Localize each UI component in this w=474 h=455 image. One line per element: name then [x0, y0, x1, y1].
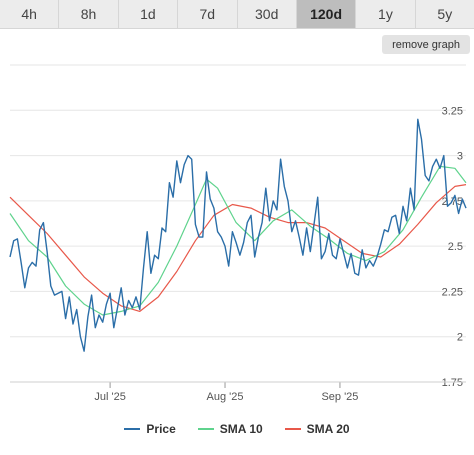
chart-legend: Price SMA 10 SMA 20: [0, 419, 474, 439]
tab-7d[interactable]: 7d: [178, 0, 238, 28]
legend-swatch-sma20: [284, 428, 301, 430]
remove-graph-button[interactable]: remove graph: [382, 35, 470, 54]
y-tick-label: 3.25: [442, 105, 463, 117]
y-tick-label: 2: [457, 332, 463, 344]
legend-item-price[interactable]: Price: [124, 422, 176, 436]
legend-item-sma20[interactable]: SMA 20: [284, 422, 350, 436]
legend-swatch-price: [124, 428, 141, 430]
y-tick-label: 1.75: [442, 377, 463, 389]
sma-10-line: [9, 165, 467, 316]
tab-120d[interactable]: 120d: [296, 0, 357, 28]
legend-label-sma10: SMA 10: [219, 422, 263, 436]
x-tick-label: Aug '25: [207, 391, 244, 403]
sma-20-line: [9, 184, 467, 312]
legend-swatch-sma10: [197, 428, 214, 430]
tab-4h[interactable]: 4h: [0, 0, 60, 28]
legend-label-price: Price: [146, 422, 176, 436]
tab-1d[interactable]: 1d: [119, 0, 179, 28]
tab-1y[interactable]: 1y: [356, 0, 416, 28]
y-tick-label: 2.5: [448, 241, 463, 253]
tab-8h[interactable]: 8h: [59, 0, 119, 28]
tab-30d[interactable]: 30d: [238, 0, 297, 28]
y-tick-label: 2.25: [442, 286, 463, 298]
time-range-tabs: 4h 8h 1d 7d 30d 120d 1y 5y: [0, 0, 474, 29]
legend-item-sma10[interactable]: SMA 10: [197, 422, 263, 436]
y-tick-label: 3: [457, 151, 463, 163]
tab-5y[interactable]: 5y: [437, 6, 453, 22]
x-tick-label: Jul '25: [94, 391, 125, 403]
price-line: [9, 118, 467, 352]
legend-label-sma20: SMA 20: [306, 422, 350, 436]
x-tick-label: Sep '25: [321, 391, 358, 403]
